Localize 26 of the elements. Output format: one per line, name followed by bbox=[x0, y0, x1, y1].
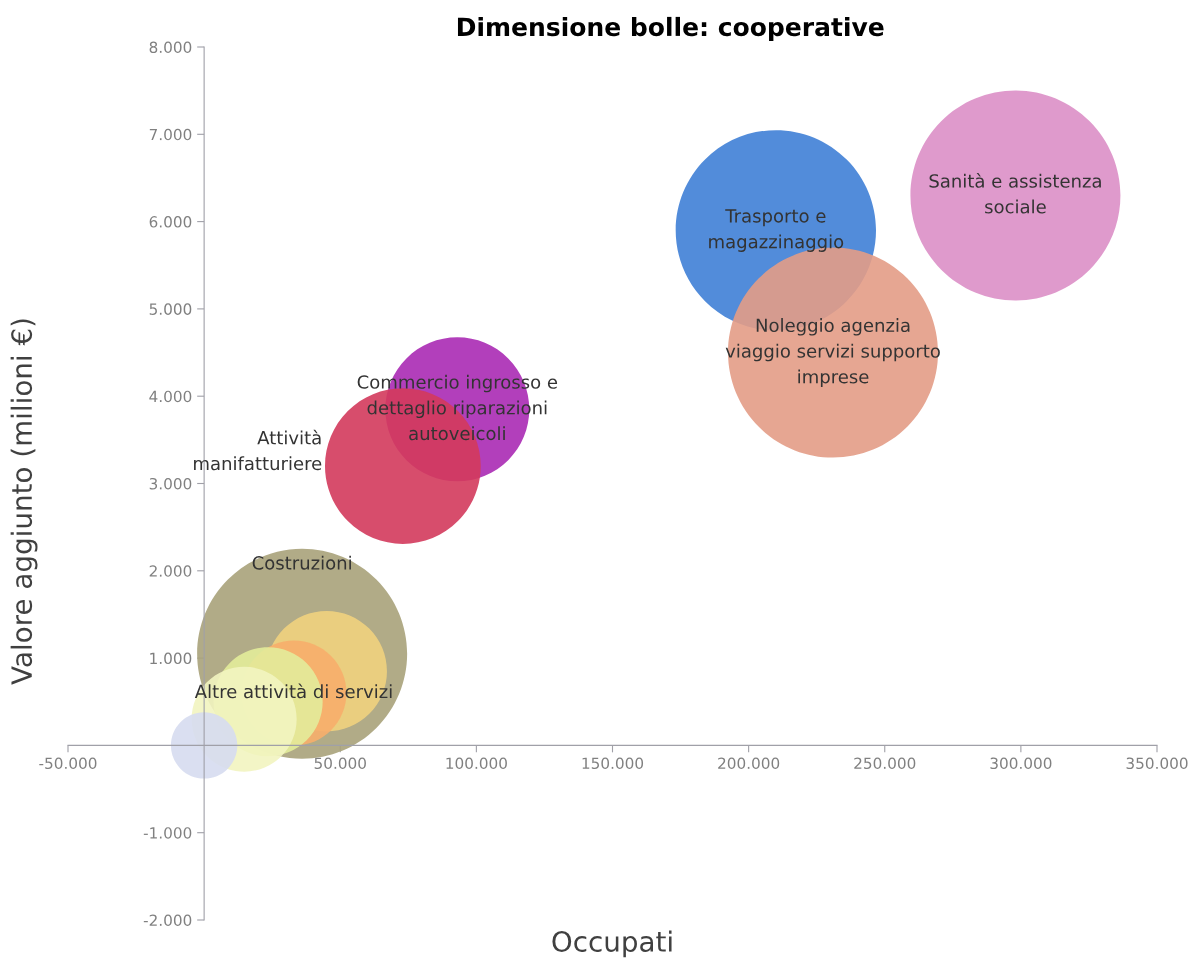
x-tick-label: 250.000 bbox=[854, 757, 916, 770]
x-tick-label: 150.000 bbox=[582, 757, 644, 770]
x-tick-label: 300.000 bbox=[990, 757, 1052, 770]
y-tick-label: -1.000 bbox=[143, 827, 192, 839]
chart-title: Dimensione bolle: cooperative bbox=[457, 16, 884, 42]
data-label: Costruzioni bbox=[252, 555, 351, 570]
y-tick-label: 8.000 bbox=[149, 41, 192, 54]
data-label: Attività manifatturiere bbox=[194, 429, 322, 471]
y-tick-label: 3.000 bbox=[149, 477, 192, 490]
data-label: Trasporto e magazzinaggio bbox=[709, 209, 844, 252]
x-axis-title: Occupati bbox=[552, 930, 672, 958]
y-tick-label: 7.000 bbox=[149, 128, 192, 141]
x-tick-label: 200.000 bbox=[718, 757, 780, 770]
y-tick-label: -2.000 bbox=[143, 914, 192, 927]
x-tick-label: 50.000 bbox=[314, 757, 366, 770]
y-tick-label: 5.000 bbox=[149, 303, 192, 315]
y-tick-label: 1.000 bbox=[150, 652, 192, 665]
y-tick-label: 6.000 bbox=[149, 216, 192, 228]
x-tick-label: 100.000 bbox=[446, 757, 507, 770]
x-tick-label: 350.000 bbox=[1126, 757, 1188, 770]
y-tick-label: 2.000 bbox=[149, 565, 192, 577]
data-label: Sanità e assistenza sociale bbox=[929, 173, 1101, 214]
data-label: Altre attività di servizi bbox=[194, 683, 392, 699]
x-tick-label: -50.000 bbox=[39, 757, 97, 770]
y-axis-title: Valore aggiunto (milioni €) bbox=[10, 319, 38, 685]
y-tick-label: 4.000 bbox=[149, 390, 192, 403]
